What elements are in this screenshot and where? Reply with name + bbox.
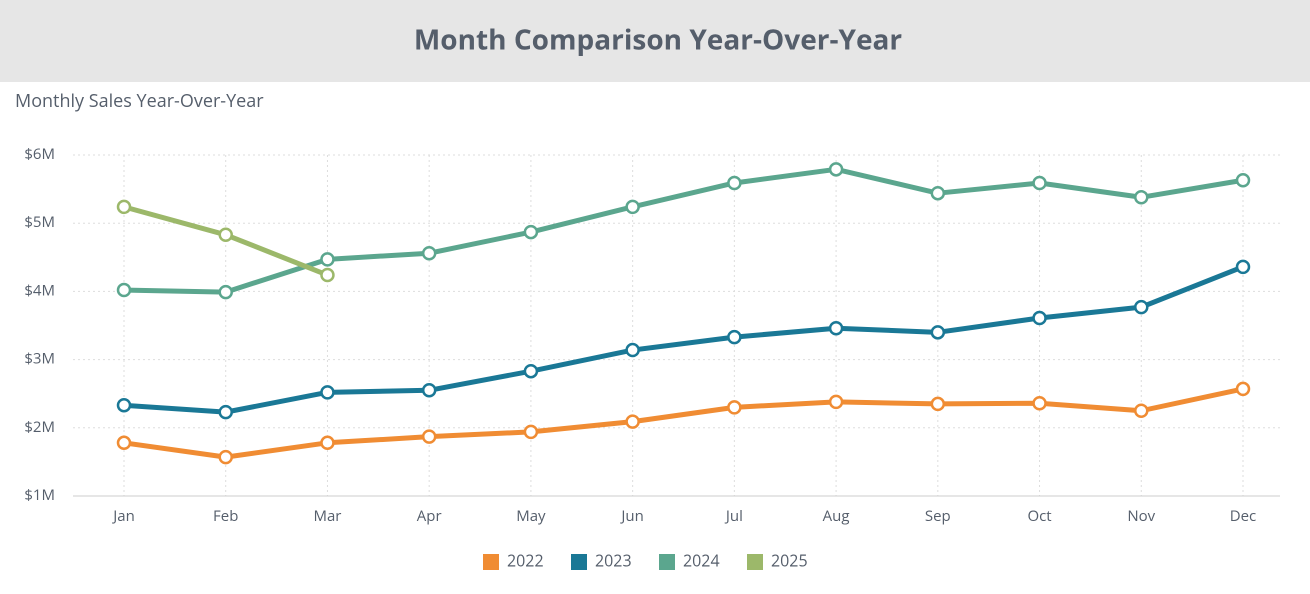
y-tick-label: $2M [24,417,55,437]
x-tick-label: Apr [417,506,442,526]
data-point [1235,381,1251,397]
data-point [320,252,335,267]
data-point [523,224,539,240]
data-point [116,435,132,451]
data-point [727,400,742,415]
x-tick-label: May [516,506,546,526]
data-point [320,267,335,283]
legend-swatch [747,554,763,570]
y-tick-label: $6M [24,144,55,164]
chart-subtitle: Monthly Sales Year-Over-Year [15,89,264,113]
data-point [218,404,233,420]
data-point [421,383,437,398]
data-point [828,162,844,177]
x-tick-label: Mar [313,506,341,526]
data-point [1235,172,1251,188]
data-point [1032,175,1047,191]
x-tick-label: Nov [1127,506,1155,526]
series-line [123,386,1244,460]
legend-label: 2025 [771,549,808,571]
header-band [0,0,1310,82]
data-point [1134,403,1149,418]
x-tick-label: Jul [724,506,743,526]
data-point [116,199,132,215]
data-point [523,363,539,379]
x-tick-label: Sep [925,506,951,526]
data-point [727,329,742,345]
y-tick-label: $5M [24,212,55,232]
data-point [930,185,946,201]
legend-swatch [483,554,499,570]
chart-title: Month Comparison Year-Over-Year [414,20,903,58]
data-point [828,394,844,410]
data-point [625,342,640,358]
data-point [625,414,640,429]
data-point [625,199,640,215]
x-tick-label: Feb [213,506,238,526]
data-point [320,385,335,400]
legend-label: 2024 [683,549,720,571]
x-tick-label: Aug [823,506,850,526]
data-point [828,320,844,336]
data-point [1032,310,1047,326]
x-tick-label: Dec [1230,506,1257,526]
x-tick-label: Jan [111,506,135,526]
x-tick-label: Jun [619,506,643,526]
data-point [218,449,233,465]
y-tick-label: $1M [24,485,55,505]
x-tick-label: Oct [1027,506,1051,526]
legend-swatch [659,554,675,570]
data-point [523,424,539,440]
data-point [421,245,437,261]
data-point [930,396,946,412]
data-point [1235,259,1251,275]
data-point [116,398,132,413]
data-point [1032,395,1047,411]
data-point [218,284,233,300]
data-point [727,175,742,191]
data-point [930,325,946,340]
legend-label: 2023 [595,549,632,571]
data-point [1134,299,1149,315]
series-line [123,264,1244,415]
data-point [116,282,132,298]
data-point [218,227,233,243]
data-point [320,435,335,451]
legend-label: 2022 [507,549,544,571]
data-point [421,429,437,444]
y-tick-label: $4M [24,280,55,300]
legend-swatch [571,554,587,570]
y-tick-label: $3M [24,349,55,369]
data-point [1134,190,1149,205]
series-line [123,166,1244,295]
